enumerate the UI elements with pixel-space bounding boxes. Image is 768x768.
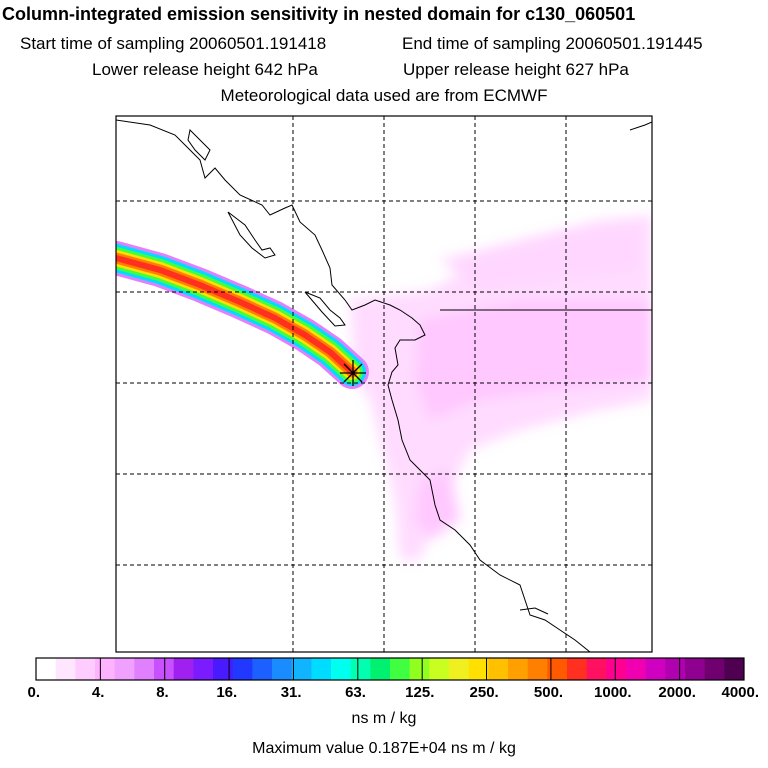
color-legend-swatch xyxy=(114,658,135,680)
grid-lines xyxy=(116,116,652,652)
map-title: Column-integrated emission sensitivity i… xyxy=(2,4,636,24)
color-legend-swatch xyxy=(508,658,529,680)
color-legend-swatch xyxy=(370,658,391,680)
color-legend-swatch xyxy=(704,658,725,680)
plume xyxy=(116,241,369,389)
color-legend-swatch xyxy=(449,658,470,680)
color-legend-tick-label: 8. xyxy=(156,684,169,701)
color-legend-swatch xyxy=(567,658,588,680)
color-legend-swatch xyxy=(665,658,686,680)
color-legend-swatch xyxy=(252,658,273,680)
color-legend-swatch xyxy=(232,658,253,680)
color-legend-swatch xyxy=(606,658,627,680)
color-legend-swatch xyxy=(626,658,647,680)
legend-units: ns m / kg xyxy=(351,710,417,727)
color-legend-swatch xyxy=(527,658,548,680)
color-legend-swatch xyxy=(331,658,352,680)
color-legend-swatch xyxy=(685,658,706,680)
color-legend-swatch xyxy=(488,658,509,680)
color-legend-swatch xyxy=(468,658,489,680)
color-legend-swatch xyxy=(409,658,430,680)
lower-release-label: Lower release height 642 hPa xyxy=(92,60,318,79)
color-legend-frame xyxy=(35,657,745,681)
receptor-marker-icon xyxy=(340,360,366,386)
maximum-value-label: Maximum value 0.187E+04 ns m / kg xyxy=(252,740,516,757)
color-legend-swatch xyxy=(272,658,293,680)
color-legend-tick-label: 1000. xyxy=(594,684,632,701)
color-legend-tick-label: 4000. xyxy=(721,684,760,701)
plume-band xyxy=(116,255,355,375)
color-legend-swatch xyxy=(547,658,568,680)
color-legend-tick-label: 125. xyxy=(405,684,435,701)
map-frame xyxy=(115,115,653,653)
color-legend-swatch xyxy=(724,658,745,680)
color-legend-swatch xyxy=(75,658,96,680)
color-legend-tick-label: 0. xyxy=(27,684,41,701)
color-legend-swatch xyxy=(311,658,332,680)
color-legend-swatch xyxy=(154,658,175,680)
color-legend-tick-label: 63. xyxy=(345,684,366,701)
color-legend-swatch xyxy=(350,658,371,680)
color-legend-swatch xyxy=(586,658,607,680)
end-time-label: End time of sampling 20060501.191445 xyxy=(402,34,703,53)
color-legend-swatch xyxy=(173,658,194,680)
color-legend-swatch xyxy=(36,658,57,680)
color-legend-tick-label: 31. xyxy=(280,684,302,701)
color-legend-tick-label: 250. xyxy=(469,684,499,701)
color-legend-tick-label: 4. xyxy=(91,684,105,701)
color-legend-swatch xyxy=(390,658,411,680)
met-data-label: Meteorological data used are from ECMWF xyxy=(220,86,548,105)
color-legend-swatch xyxy=(55,658,76,680)
color-legend-swatch xyxy=(429,658,450,680)
color-legend-tick-label: 2000. xyxy=(658,684,696,701)
color-legend-tick-label: 500. xyxy=(533,684,564,701)
upper-release-label: Upper release height 627 hPa xyxy=(403,60,629,79)
color-legend-swatch xyxy=(291,658,312,680)
color-legend-bar xyxy=(35,658,745,680)
color-legend-tick-label: 16. xyxy=(216,684,238,701)
color-legend-swatch xyxy=(95,658,116,680)
color-legend-swatch xyxy=(134,658,155,680)
sensitivity-field xyxy=(350,215,652,560)
color-legend-swatch xyxy=(193,658,214,680)
color-legend-swatch xyxy=(213,658,234,680)
start-time-label: Start time of sampling 20060501.191418 xyxy=(20,34,327,53)
color-legend-swatch xyxy=(645,658,666,680)
